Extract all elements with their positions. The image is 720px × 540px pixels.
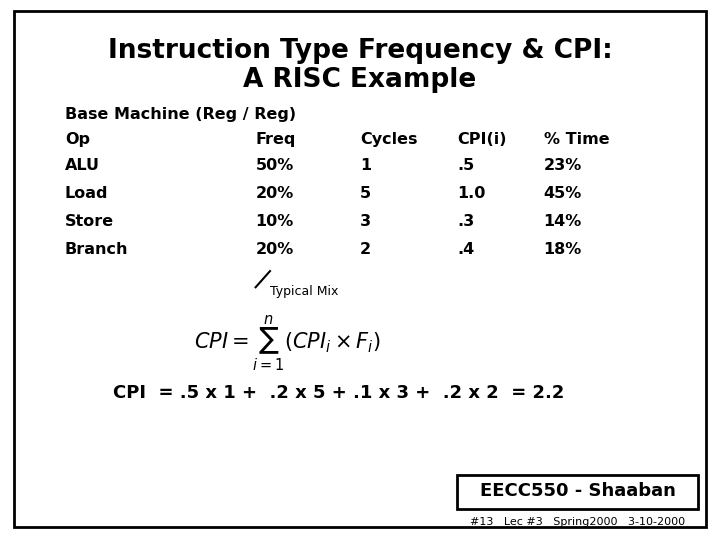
Text: 10%: 10% xyxy=(256,214,294,229)
FancyBboxPatch shape xyxy=(457,475,698,509)
Text: 45%: 45% xyxy=(544,186,582,201)
FancyBboxPatch shape xyxy=(14,11,706,526)
Text: Op: Op xyxy=(65,132,90,147)
Text: Instruction Type Frequency & CPI:: Instruction Type Frequency & CPI: xyxy=(107,38,613,64)
Text: 50%: 50% xyxy=(256,158,294,173)
Text: .4: .4 xyxy=(457,242,474,257)
Text: Freq: Freq xyxy=(256,132,296,147)
Text: 1.0: 1.0 xyxy=(457,186,485,201)
Text: $CPI = \sum_{i=1}^{n}\left(CPI_i \times F_i\right)$: $CPI = \sum_{i=1}^{n}\left(CPI_i \times … xyxy=(194,313,382,373)
Text: 2: 2 xyxy=(360,242,371,257)
Text: CPI(i): CPI(i) xyxy=(457,132,507,147)
Text: ALU: ALU xyxy=(65,158,100,173)
Text: 18%: 18% xyxy=(544,242,582,257)
Text: 1: 1 xyxy=(360,158,371,173)
Text: Load: Load xyxy=(65,186,108,201)
Text: 20%: 20% xyxy=(256,242,294,257)
Text: .3: .3 xyxy=(457,214,474,229)
Text: CPI  = .5 x 1 +  .2 x 5 + .1 x 3 +  .2 x 2  = 2.2: CPI = .5 x 1 + .2 x 5 + .1 x 3 + .2 x 2 … xyxy=(113,384,564,402)
Text: % Time: % Time xyxy=(544,132,609,147)
Text: Store: Store xyxy=(65,214,114,229)
Text: 20%: 20% xyxy=(256,186,294,201)
Text: Cycles: Cycles xyxy=(360,132,418,147)
Text: EECC550 - Shaaban: EECC550 - Shaaban xyxy=(480,482,675,501)
Text: Base Machine (Reg / Reg): Base Machine (Reg / Reg) xyxy=(65,107,296,122)
Text: Typical Mix: Typical Mix xyxy=(270,285,338,298)
Text: A RISC Example: A RISC Example xyxy=(243,67,477,93)
Text: 23%: 23% xyxy=(544,158,582,173)
Text: .5: .5 xyxy=(457,158,474,173)
Text: 3: 3 xyxy=(360,214,371,229)
Text: 14%: 14% xyxy=(544,214,582,229)
Text: 5: 5 xyxy=(360,186,371,201)
Text: #13   Lec #3   Spring2000   3-10-2000: #13 Lec #3 Spring2000 3-10-2000 xyxy=(470,517,685,526)
Text: Branch: Branch xyxy=(65,242,128,257)
